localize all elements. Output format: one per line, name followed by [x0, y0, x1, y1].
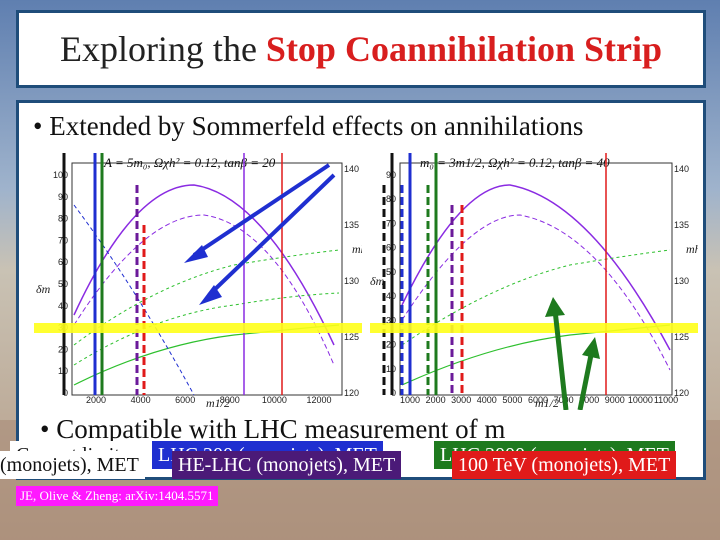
left-arrow-1	[192, 163, 331, 257]
left-plot-header: A = 5m₀, Ωχh² = 0.12, tanβ = 20	[103, 155, 276, 170]
right-plot-ylabel: δm	[370, 274, 385, 288]
left-higgs-band	[34, 323, 362, 333]
ry2-tick: 125	[674, 332, 689, 342]
ry2-tick: 120	[674, 388, 689, 398]
left-plot-y2label: mh	[352, 242, 362, 256]
ly2-tick: 135	[344, 220, 359, 230]
right-plot: m₀ = 3m1/2, Ωχh² = 0.12, tanβ = 40 1000 2…	[370, 145, 698, 410]
legend-100tev: 100 TeV (monojets), MET	[452, 451, 677, 479]
left-curve-purple-dashed	[73, 214, 335, 366]
right-plot-xlabel: m1/2	[535, 396, 559, 410]
rx-tick: 1000	[400, 395, 420, 405]
title-prefix: Exploring the	[59, 29, 257, 69]
left-curve-green-dashed	[73, 249, 340, 346]
rx-tick: 11000	[654, 395, 678, 405]
ly2-tick: 125	[344, 332, 359, 342]
lx-tick: 10000	[262, 395, 287, 405]
right-curve-purple-dashed	[401, 214, 671, 371]
right-plot-header: m₀ = 3m1/2, Ωχh² = 0.12, tanβ = 40	[420, 155, 610, 170]
rx-tick: 9000	[605, 395, 625, 405]
right-curve-green-dashed	[401, 249, 671, 346]
citation: JE, Olive & Zheng: arXiv:1404.5571	[16, 486, 218, 506]
ly2-tick: 140	[344, 164, 359, 174]
rx-tick: 8000	[579, 395, 599, 405]
rx-tick: 6000	[528, 395, 548, 405]
lx-tick: 6000	[175, 395, 195, 405]
right-higgs-band	[370, 323, 698, 333]
right-arrow-1	[552, 309, 569, 410]
left-plot-xlabel: m1/2	[206, 396, 230, 410]
left-curve-green-dashed-2	[73, 292, 340, 366]
rx-tick: 4000	[477, 395, 497, 405]
lx-tick: 4000	[131, 395, 151, 405]
ly2-tick: 120	[344, 388, 359, 398]
left-plot: A = 5m₀, Ωχh² = 0.12, tanβ = 20 2000 4000…	[34, 145, 362, 410]
right-plot-y2label: mh	[686, 242, 698, 256]
right-plot-frame	[399, 162, 673, 396]
ly-tick: 100	[53, 170, 68, 180]
bullet-sommerfeld: • Extended by Sommerfeld effects on anni…	[33, 111, 584, 141]
ry2-tick: 130	[674, 276, 689, 286]
left-arrow-2	[207, 173, 336, 297]
lx-tick: 12000	[306, 395, 331, 405]
right-arrow-2	[577, 349, 595, 410]
right-curve-purple	[401, 184, 671, 351]
rx-tick: 5000	[502, 395, 522, 405]
slide-title: Exploring the Stop Coannihilation Strip	[16, 10, 706, 88]
title-highlight: Stop Coannihilation Strip	[265, 29, 663, 69]
left-plot-ylabel: δm	[36, 282, 51, 296]
left-curve-purple	[73, 184, 335, 346]
ry2-tick: 135	[674, 220, 689, 230]
rx-tick: 10000	[628, 395, 653, 405]
ry2-tick: 140	[674, 164, 689, 174]
ly2-tick: 130	[344, 276, 359, 286]
rx-tick: 2000	[426, 395, 446, 405]
rx-tick: 3000	[451, 395, 471, 405]
legend-helhc: HE-LHC (monojets), MET	[172, 451, 402, 479]
left-curve-blue-dashed	[73, 204, 195, 396]
bullet-compatible: • Compatible with LHC measurement of m	[40, 414, 506, 444]
lx-tick: 8000	[220, 395, 240, 405]
left-plot-frame	[71, 162, 343, 396]
legend-partial: (monojets), MET	[0, 451, 145, 479]
lx-tick: 2000	[86, 395, 106, 405]
